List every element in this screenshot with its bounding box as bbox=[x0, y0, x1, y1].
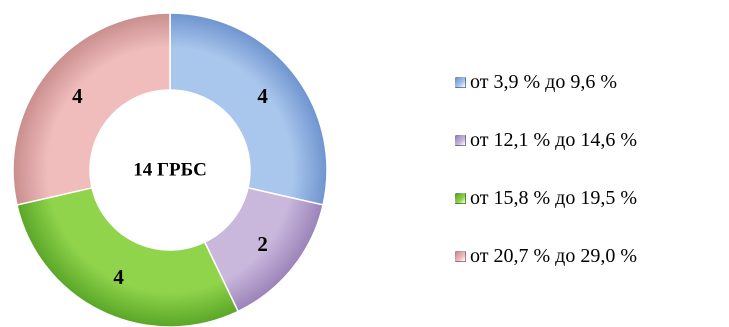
slice-label-3: 4 bbox=[113, 265, 124, 289]
legend-item-3: от 15,8 % до 19,5 % bbox=[455, 186, 729, 210]
legend-swatch-3 bbox=[455, 192, 466, 204]
slice-1 bbox=[169, 12, 328, 206]
legend-label-3: от 15,8 % до 19,5 % bbox=[470, 186, 637, 209]
legend-item-2: от 12,1 % до 14,6 % bbox=[455, 128, 729, 152]
legend-label-2: от 12,1 % до 14,6 % bbox=[470, 128, 637, 151]
slice-labels: 4 2 4 4 bbox=[72, 84, 268, 289]
legend-swatch-4 bbox=[455, 250, 466, 262]
donut-chart: 4 2 4 4 14 ГРБС bbox=[12, 12, 328, 327]
legend-swatch-2 bbox=[455, 134, 466, 146]
slices bbox=[12, 12, 328, 327]
legend-item-1: от 3,9 % до 9,6 % bbox=[455, 70, 729, 94]
slice-label-2: 2 bbox=[257, 232, 268, 256]
legend-label-1: от 3,9 % до 9,6 % bbox=[470, 70, 617, 93]
slice-label-1: 4 bbox=[257, 84, 268, 108]
center-label: 14 ГРБС bbox=[133, 160, 207, 181]
legend: от 3,9 % до 9,6 % от 12,1 % до 14,6 % от 1… bbox=[455, 70, 729, 302]
slice-label-4: 4 bbox=[72, 84, 83, 108]
legend-label-4: от 20,7 % до 29,0 % bbox=[470, 244, 637, 267]
legend-item-4: от 20,7 % до 29,0 % bbox=[455, 244, 729, 268]
legend-swatch-1 bbox=[455, 76, 466, 88]
slice-3 bbox=[16, 186, 240, 327]
slice-4 bbox=[12, 12, 171, 206]
